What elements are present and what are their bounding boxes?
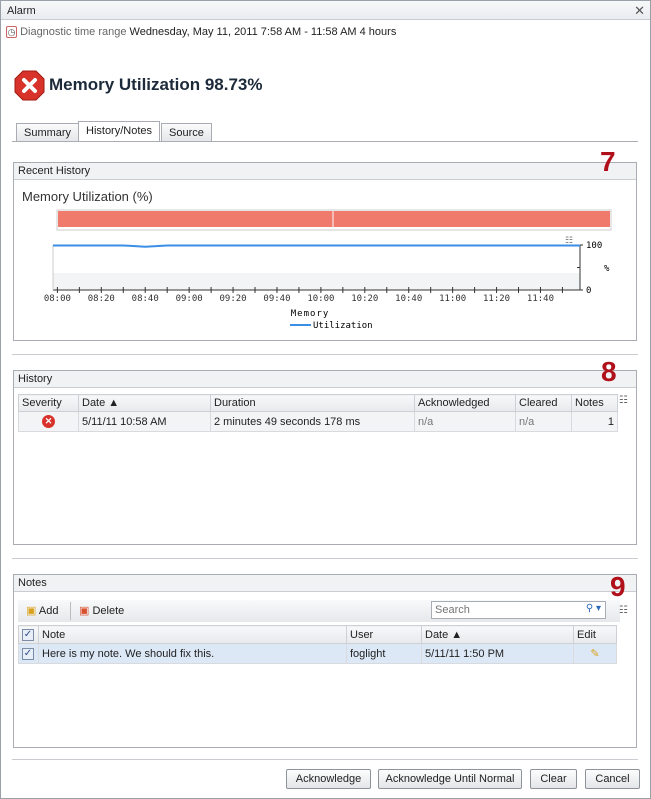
alarm-title: Memory Utilization 98.73% <box>49 75 263 94</box>
col-acknowledged[interactable]: Acknowledged <box>414 394 516 412</box>
notes-header-row: ✓ Note User Date ▲ Edit <box>18 625 617 644</box>
close-icon[interactable]: ✕ <box>634 3 645 18</box>
col-user[interactable]: User <box>346 625 422 644</box>
user-cell: foglight <box>346 643 422 664</box>
history-panel: History Severity Date ▲ Duration Acknowl… <box>13 370 637 545</box>
range-value: Wednesday, May 11, 2011 7:58 AM - 11:58 … <box>129 26 397 38</box>
critical-severity-icon <box>14 70 45 101</box>
edit-note-icon[interactable]: ✎ <box>573 643 617 664</box>
col-notes[interactable]: Notes <box>571 394 618 412</box>
tab-summary[interactable]: Summary <box>16 123 80 142</box>
notes-table: ✓ Note User Date ▲ Edit ✓ Here is my not… <box>18 625 617 664</box>
tab-divider <box>12 141 638 142</box>
acknowledge-button[interactable]: Acknowledge <box>286 769 371 789</box>
tab-source[interactable]: Source <box>161 123 212 142</box>
history-header: History <box>14 371 636 388</box>
callout-7: 7 <box>600 146 616 177</box>
clear-button[interactable]: Clear <box>530 769 577 789</box>
select-all-checkbox[interactable]: ✓ <box>18 625 39 644</box>
history-table: Severity Date ▲ Duration Acknowledged Cl… <box>18 394 618 432</box>
separator <box>12 354 638 355</box>
history-header-row: Severity Date ▲ Duration Acknowledged Cl… <box>18 394 618 412</box>
col-duration[interactable]: Duration <box>210 394 415 412</box>
row-checkbox[interactable]: ✓ <box>18 643 39 664</box>
search-input[interactable] <box>432 602 572 618</box>
delete-note-button[interactable]: ▣ Delete <box>79 604 124 617</box>
range-label: Diagnostic time range <box>20 26 127 38</box>
separator <box>12 558 638 559</box>
delete-note-icon: ▣ <box>79 605 90 617</box>
notes-panel: Notes ▣ Add ▣ Delete ⚲ ▾ ☷ ✓ Note User D… <box>13 574 637 748</box>
date-cell: 5/11/11 10:58 AM <box>78 411 211 432</box>
cancel-button[interactable]: Cancel <box>585 769 640 789</box>
severity-cell: ✕ <box>18 411 79 432</box>
note-cell: Here is my note. We should fix this. <box>38 643 347 664</box>
notes-cell: 1 <box>571 411 618 432</box>
col-severity[interactable]: Severity <box>18 394 79 412</box>
notes-header: Notes <box>14 575 636 592</box>
acknowledge-until-normal-button[interactable]: Acknowledge Until Normal <box>378 769 522 789</box>
clock-icon: ◷ <box>6 26 17 38</box>
column-chooser-icon[interactable]: ☷ <box>619 605 628 616</box>
tab-history-notes[interactable]: History/Notes <box>78 121 161 142</box>
separator <box>12 759 638 760</box>
critical-icon: ✕ <box>42 415 55 428</box>
diagnostic-time-range: ◷ Diagnostic time range Wednesday, May 1… <box>6 26 396 38</box>
callout-9: 9 <box>610 571 626 602</box>
table-row[interactable]: ✓ Here is my note. We should fix this. f… <box>18 643 617 664</box>
cleared-cell: n/a <box>515 411 572 432</box>
title-bar: Alarm <box>1 1 650 20</box>
callout-8: 8 <box>601 356 617 387</box>
table-row[interactable]: ✕ 5/11/11 10:58 AM 2 minutes 49 seconds … <box>18 411 618 432</box>
column-chooser-icon[interactable]: ☷ <box>619 395 628 406</box>
add-label: Add <box>38 605 59 617</box>
toolbar-divider <box>70 602 71 620</box>
delete-label: Delete <box>92 605 125 617</box>
search-field[interactable]: ⚲ ▾ <box>431 601 606 619</box>
add-note-icon: ▣ <box>26 605 37 617</box>
col-date[interactable]: Date ▲ <box>421 625 574 644</box>
col-date[interactable]: Date ▲ <box>78 394 211 412</box>
recent-history-header: Recent History <box>14 163 636 180</box>
chart-title: Memory Utilization (%) <box>22 189 153 204</box>
acknowledged-cell: n/a <box>414 411 516 432</box>
search-icon[interactable]: ⚲ ▾ <box>585 603 601 614</box>
duration-cell: 2 minutes 49 seconds 178 ms <box>210 411 415 432</box>
col-note[interactable]: Note <box>38 625 347 644</box>
window-title: Alarm <box>7 5 36 17</box>
col-edit[interactable]: Edit <box>573 625 617 644</box>
recent-history-panel: Recent History Memory Utilization (%) <box>13 162 637 341</box>
col-cleared[interactable]: Cleared <box>515 394 572 412</box>
add-note-button[interactable]: ▣ Add <box>26 604 58 617</box>
date-cell: 5/11/11 1:50 PM <box>421 643 574 664</box>
